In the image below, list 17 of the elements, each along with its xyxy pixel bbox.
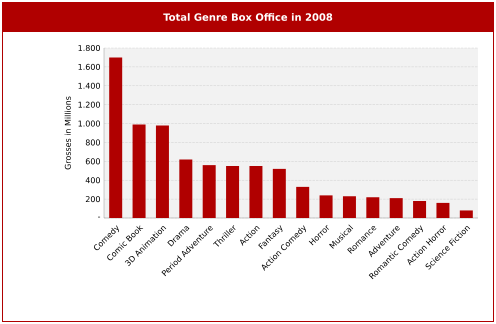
bar: [156, 125, 169, 218]
bar: [390, 198, 403, 218]
bar: [179, 159, 192, 218]
bar: [272, 168, 286, 218]
bar: [109, 57, 122, 218]
bar: [320, 195, 333, 218]
bar: [342, 196, 356, 218]
bar: [249, 166, 262, 218]
bar: [132, 124, 146, 218]
bar: [436, 202, 450, 218]
bar: [366, 197, 380, 218]
bar: [202, 165, 216, 218]
chart-title: Total Genre Box Office in 2008: [163, 13, 332, 21]
bar: [226, 166, 240, 218]
bar: [296, 186, 310, 218]
bar: [413, 201, 426, 218]
bar: [460, 210, 473, 218]
